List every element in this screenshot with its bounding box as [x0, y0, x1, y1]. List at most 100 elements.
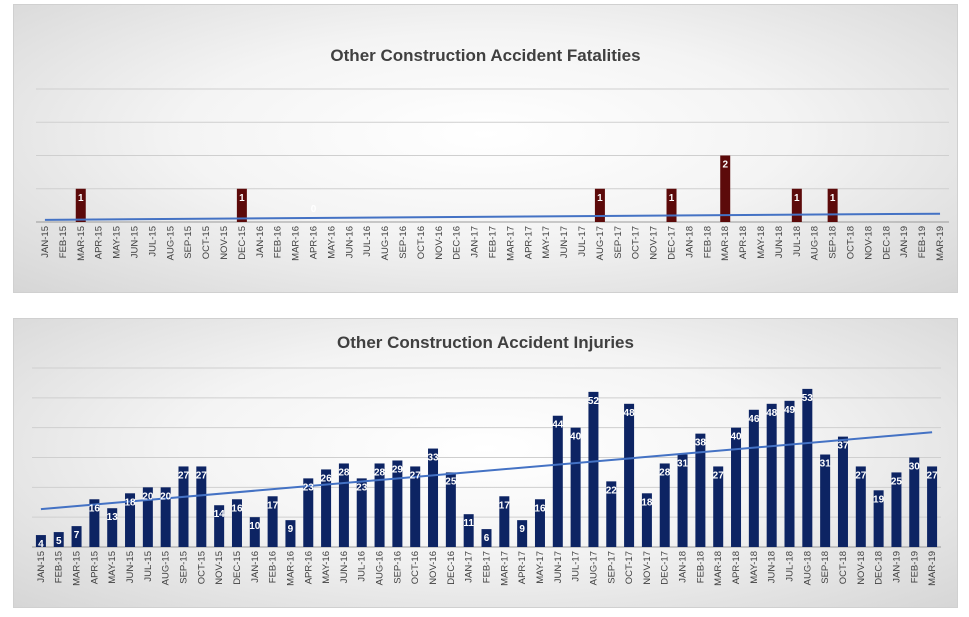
x-tick-label: APR-15	[94, 226, 105, 259]
x-tick-label: NOV-17	[642, 551, 653, 585]
fatalities-chart: 1 1 0 1 1 2 1 1 JAN-15 FEB-15 MAR-15 APR-15 MAY-15 JU…	[36, 88, 949, 261]
bar	[784, 400, 795, 547]
x-tick-label: AUG-16	[380, 226, 391, 260]
bar	[125, 493, 136, 547]
x-tick-label: DEC-16	[452, 226, 463, 260]
bar	[570, 427, 581, 547]
x-tick-label: NOV-15	[214, 551, 225, 585]
data-label: 37	[837, 441, 849, 452]
x-tick-label: FEB-19	[917, 226, 928, 258]
x-tick-label: APR-16	[308, 226, 319, 259]
bar	[534, 499, 545, 547]
x-tick-label: NOV-18	[863, 226, 874, 260]
x-tick-label: AUG-15	[161, 551, 172, 585]
x-tick-label: DEC-17	[660, 551, 671, 585]
x-tick-label: JAN-15	[36, 551, 47, 583]
x-tick-label: MAY-17	[535, 551, 546, 584]
x-tick-label: SEP-16	[398, 226, 409, 259]
bar	[231, 499, 242, 547]
data-label: 27	[855, 470, 867, 481]
injuries-chart-panel: Other Construction Accident Injuries 4 5 7…	[13, 318, 958, 608]
bar	[594, 188, 605, 222]
bar	[624, 403, 635, 547]
data-label: 14	[214, 509, 226, 520]
x-tick-label: FEB-16	[273, 226, 284, 258]
x-tick-label: JUL-15	[143, 551, 154, 582]
bar	[481, 529, 492, 547]
x-tick-label: JUL-18	[785, 551, 796, 582]
x-tick-label: MAR-17	[499, 551, 510, 586]
x-tick-label: APR-15	[89, 551, 100, 584]
bar	[802, 388, 813, 547]
data-label: 23	[356, 482, 368, 493]
bar	[267, 496, 278, 547]
data-label: 0	[311, 204, 317, 215]
bar	[214, 505, 225, 547]
bar	[410, 466, 421, 547]
data-label: 40	[570, 432, 582, 443]
x-tick-label: JUL-18	[792, 226, 803, 257]
x-tick-label: JAN-18	[684, 226, 695, 258]
bar	[641, 493, 652, 547]
bar	[178, 466, 189, 547]
x-tick-label: FEB-18	[702, 226, 713, 258]
bar	[748, 409, 759, 547]
bar	[837, 436, 848, 547]
x-tick-label: JUL-15	[147, 226, 158, 257]
x-tick-label: JUL-17	[571, 551, 582, 582]
fatalities-chart-title: Other Construction Accident Fatalities	[330, 46, 641, 65]
x-tick-label: DEC-17	[667, 226, 678, 260]
data-label: 1	[597, 193, 603, 204]
trendline	[44, 212, 941, 221]
x-tick-label: JUN-15	[129, 226, 140, 258]
data-label: 38	[695, 438, 707, 449]
x-tick-label: APR-18	[731, 551, 742, 584]
data-label: 17	[499, 500, 511, 511]
x-tick-label: MAR-17	[505, 226, 516, 261]
x-tick-label: JUL-16	[362, 226, 373, 257]
bar	[677, 454, 688, 547]
x-tick-label: JUL-16	[357, 551, 368, 582]
data-label: 33	[427, 453, 439, 464]
x-tick-label: FEB-19	[909, 551, 920, 583]
x-tick-label: JUN-18	[774, 226, 785, 258]
injuries-chart: 4 5 7 16 13 18 20 20 27 27 14 16 10 17 9 23 26 28 23 28 29 27…	[32, 367, 941, 586]
bar	[517, 520, 528, 547]
x-tick-label: SEP-15	[179, 551, 190, 584]
x-tick-label: JUN-15	[125, 551, 136, 583]
x-tick-label: APR-17	[517, 551, 528, 584]
x-tick-label: DEC-15	[237, 226, 248, 260]
x-tick-label: JAN-16	[250, 551, 261, 583]
bar	[338, 463, 349, 547]
data-label: 30	[909, 462, 921, 473]
data-label: 6	[484, 533, 490, 544]
x-tick-label: JAN-17	[464, 551, 475, 583]
data-label: 27	[713, 470, 725, 481]
x-tick-label: OCT-16	[416, 226, 427, 259]
data-label: 31	[677, 459, 689, 470]
x-tick-label: JUN-16	[339, 551, 350, 583]
data-label: 25	[445, 476, 457, 487]
x-tick-label: APR-18	[738, 226, 749, 259]
x-tick-label: FEB-15	[54, 551, 65, 583]
bar	[873, 490, 884, 547]
data-label: 2	[722, 160, 728, 171]
data-label: 17	[267, 500, 279, 511]
bar	[463, 514, 474, 547]
data-label: 1	[669, 193, 675, 204]
x-tick-label: OCT-17	[631, 226, 642, 259]
x-tick-label: OCT-18	[838, 551, 849, 584]
x-tick-label: DEC-15	[232, 551, 243, 585]
x-tick-label: MAR-19	[927, 551, 938, 586]
bar	[53, 532, 64, 547]
data-label: 46	[748, 414, 760, 425]
bar	[303, 478, 314, 547]
x-tick-label: JUN-17	[559, 226, 570, 258]
data-label: 1	[78, 193, 84, 204]
x-tick-label: AUG-15	[165, 226, 176, 260]
bar	[731, 427, 742, 547]
x-tick-label: OCT-16	[410, 551, 421, 584]
bar	[75, 188, 86, 222]
x-tick-label: APR-16	[303, 551, 314, 584]
x-tick-label: SEP-15	[183, 226, 194, 259]
